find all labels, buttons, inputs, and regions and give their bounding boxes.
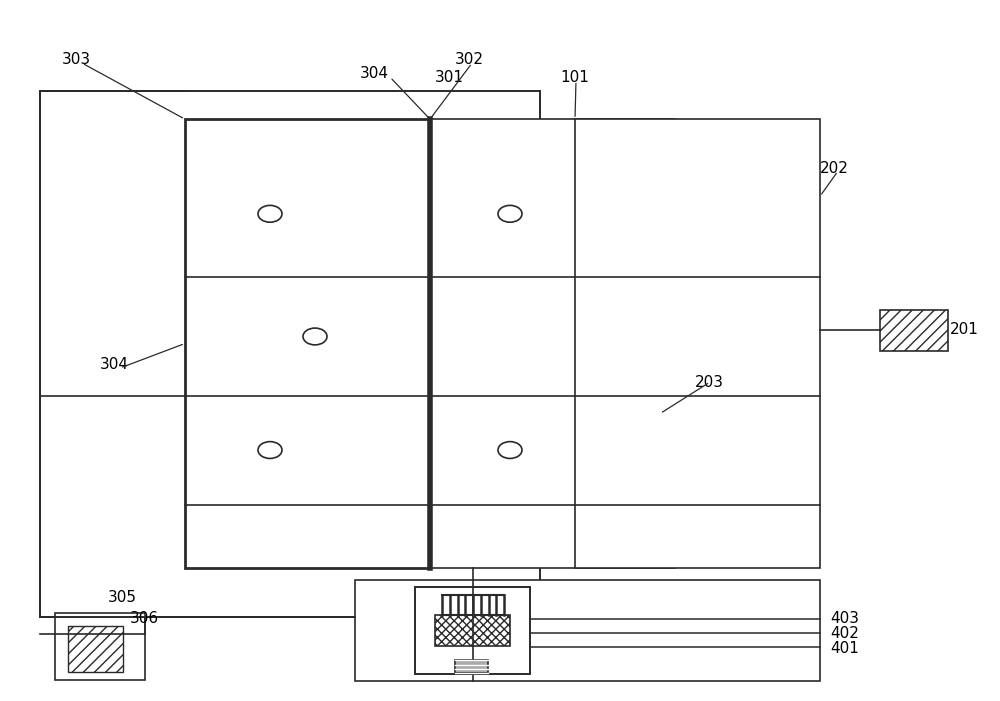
- Bar: [455, 660, 488, 673]
- Text: 302: 302: [455, 52, 484, 67]
- Bar: [435, 615, 510, 646]
- Text: 306: 306: [130, 611, 159, 626]
- Text: 305: 305: [108, 590, 137, 605]
- Bar: [185, 119, 430, 568]
- Text: 101: 101: [560, 69, 589, 85]
- Bar: [40, 91, 540, 617]
- Text: 403: 403: [830, 611, 859, 626]
- Text: 303: 303: [62, 52, 91, 67]
- Text: 402: 402: [830, 625, 859, 641]
- Text: 401: 401: [830, 641, 859, 656]
- Text: 304: 304: [100, 357, 129, 372]
- Text: 301: 301: [435, 69, 464, 85]
- Text: 203: 203: [695, 374, 724, 390]
- Bar: [415, 587, 530, 674]
- Bar: [575, 119, 820, 568]
- Text: 202: 202: [820, 161, 849, 176]
- Bar: [55, 613, 145, 680]
- Text: 201: 201: [950, 322, 979, 337]
- Bar: [430, 119, 675, 568]
- Bar: [355, 580, 820, 681]
- Bar: [68, 626, 123, 672]
- Bar: [880, 310, 948, 350]
- Text: 304: 304: [360, 66, 389, 81]
